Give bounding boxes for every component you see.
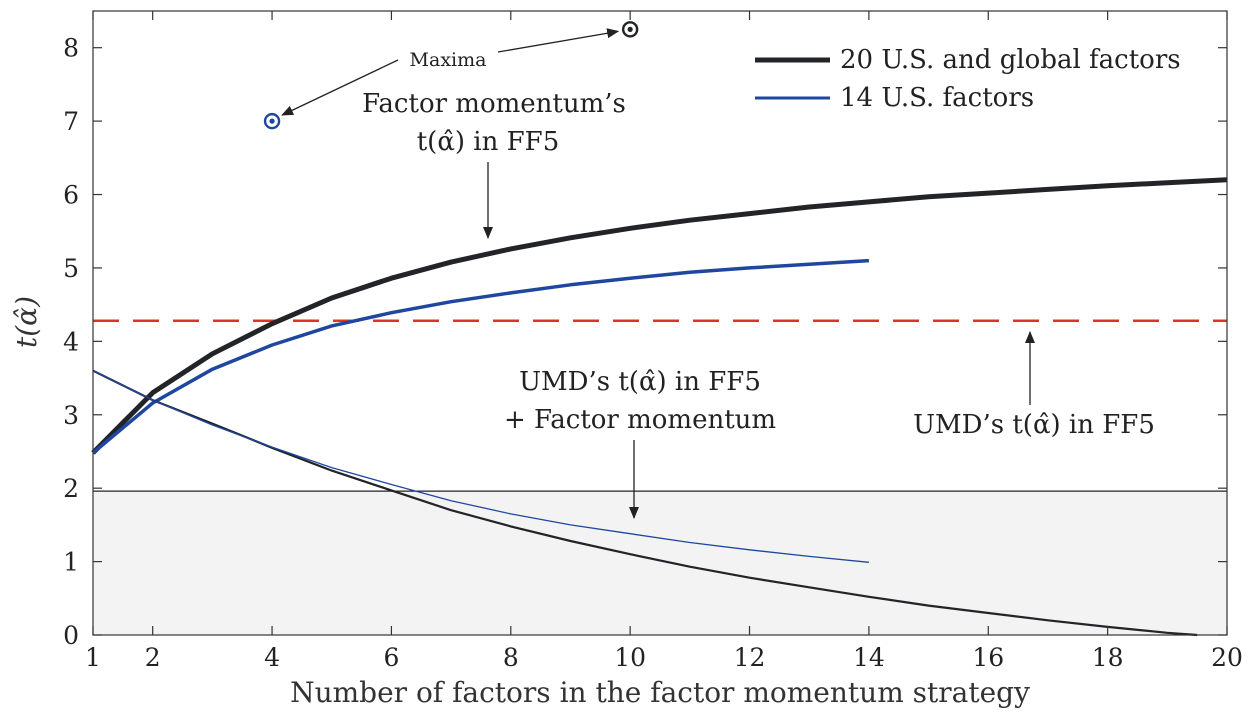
x-tick-label: 4 (264, 643, 280, 672)
annotation-factor-momentum-line1: Factor momentum’s (362, 89, 626, 119)
annotation-arrows (281, 28, 1035, 519)
y-tick-label: 4 (63, 327, 79, 356)
x-tick-label: 2 (145, 643, 161, 672)
arrow-maxima-blue (281, 59, 399, 116)
x-tick-label: 12 (734, 643, 766, 672)
y-tick-label: 8 (63, 34, 79, 63)
y-axis-title: t(α̂) (10, 296, 43, 348)
x-tick-label: 18 (1092, 643, 1124, 672)
arrow-maxima-black (497, 28, 620, 53)
series-umd-plus-14-line (92, 370, 869, 563)
annotation-maxima: Maxima (410, 49, 487, 71)
x-tick-label: 6 (383, 643, 399, 672)
series-umd-plus-20-line (92, 369, 1198, 637)
legend-label-20-factors: 20 U.S. and global factors (840, 45, 1181, 75)
annotation-factor-momentum-line2: t(α̂) in FF5 (417, 127, 560, 157)
maxima-point-1 (263, 112, 281, 130)
x-tick-label: 14 (853, 643, 885, 672)
reference-lines (93, 319, 1227, 492)
y-tick-label: 5 (63, 254, 79, 283)
series-20-factors-line (91, 177, 1228, 455)
maxima-point-2 (621, 21, 639, 38)
y-tick-label: 7 (63, 107, 79, 136)
x-axis-ticks: 1 2 4 6 8 10 12 14 16 18 20 (85, 11, 1243, 672)
legend-label-14-factors: 14 U.S. factors (840, 83, 1034, 113)
x-tick-label: 16 (972, 643, 1004, 672)
x-tick-label: 20 (1211, 643, 1243, 672)
legend: 20 U.S. and global factors 14 U.S. facto… (755, 45, 1181, 113)
annotation-umd-plus-line2: + Factor momentum (504, 405, 776, 435)
annotation-umd-plus-line1: UMD’s t(α̂) in FF5 (519, 367, 761, 397)
series-14-factors-line (91, 258, 870, 455)
plot-frame (92, 10, 1228, 636)
y-tick-label: 6 (63, 181, 79, 210)
x-tick-label: 1 (85, 643, 101, 672)
x-tick-label: 8 (503, 643, 519, 672)
y-tick-label: 1 (63, 548, 79, 577)
y-axis-ticks: 0 1 2 3 4 5 6 7 8 (63, 34, 1227, 650)
annotations: Maxima Factor momentum’s t(α̂) in FF5 UM… (362, 49, 1155, 440)
series-layer (91, 177, 1228, 637)
y-tick-label: 2 (63, 474, 79, 503)
shaded-region (93, 491, 1227, 635)
x-axis-title: Number of factors in the factor momentum… (290, 676, 1030, 709)
x-tick-label: 10 (614, 643, 646, 672)
y-tick-label: 3 (63, 401, 79, 430)
annotation-umd-ff5: UMD’s t(α̂) in FF5 (913, 410, 1155, 440)
plot-background (93, 491, 1227, 635)
y-tick-label: 0 (63, 621, 79, 650)
maxima-markers (263, 21, 639, 130)
